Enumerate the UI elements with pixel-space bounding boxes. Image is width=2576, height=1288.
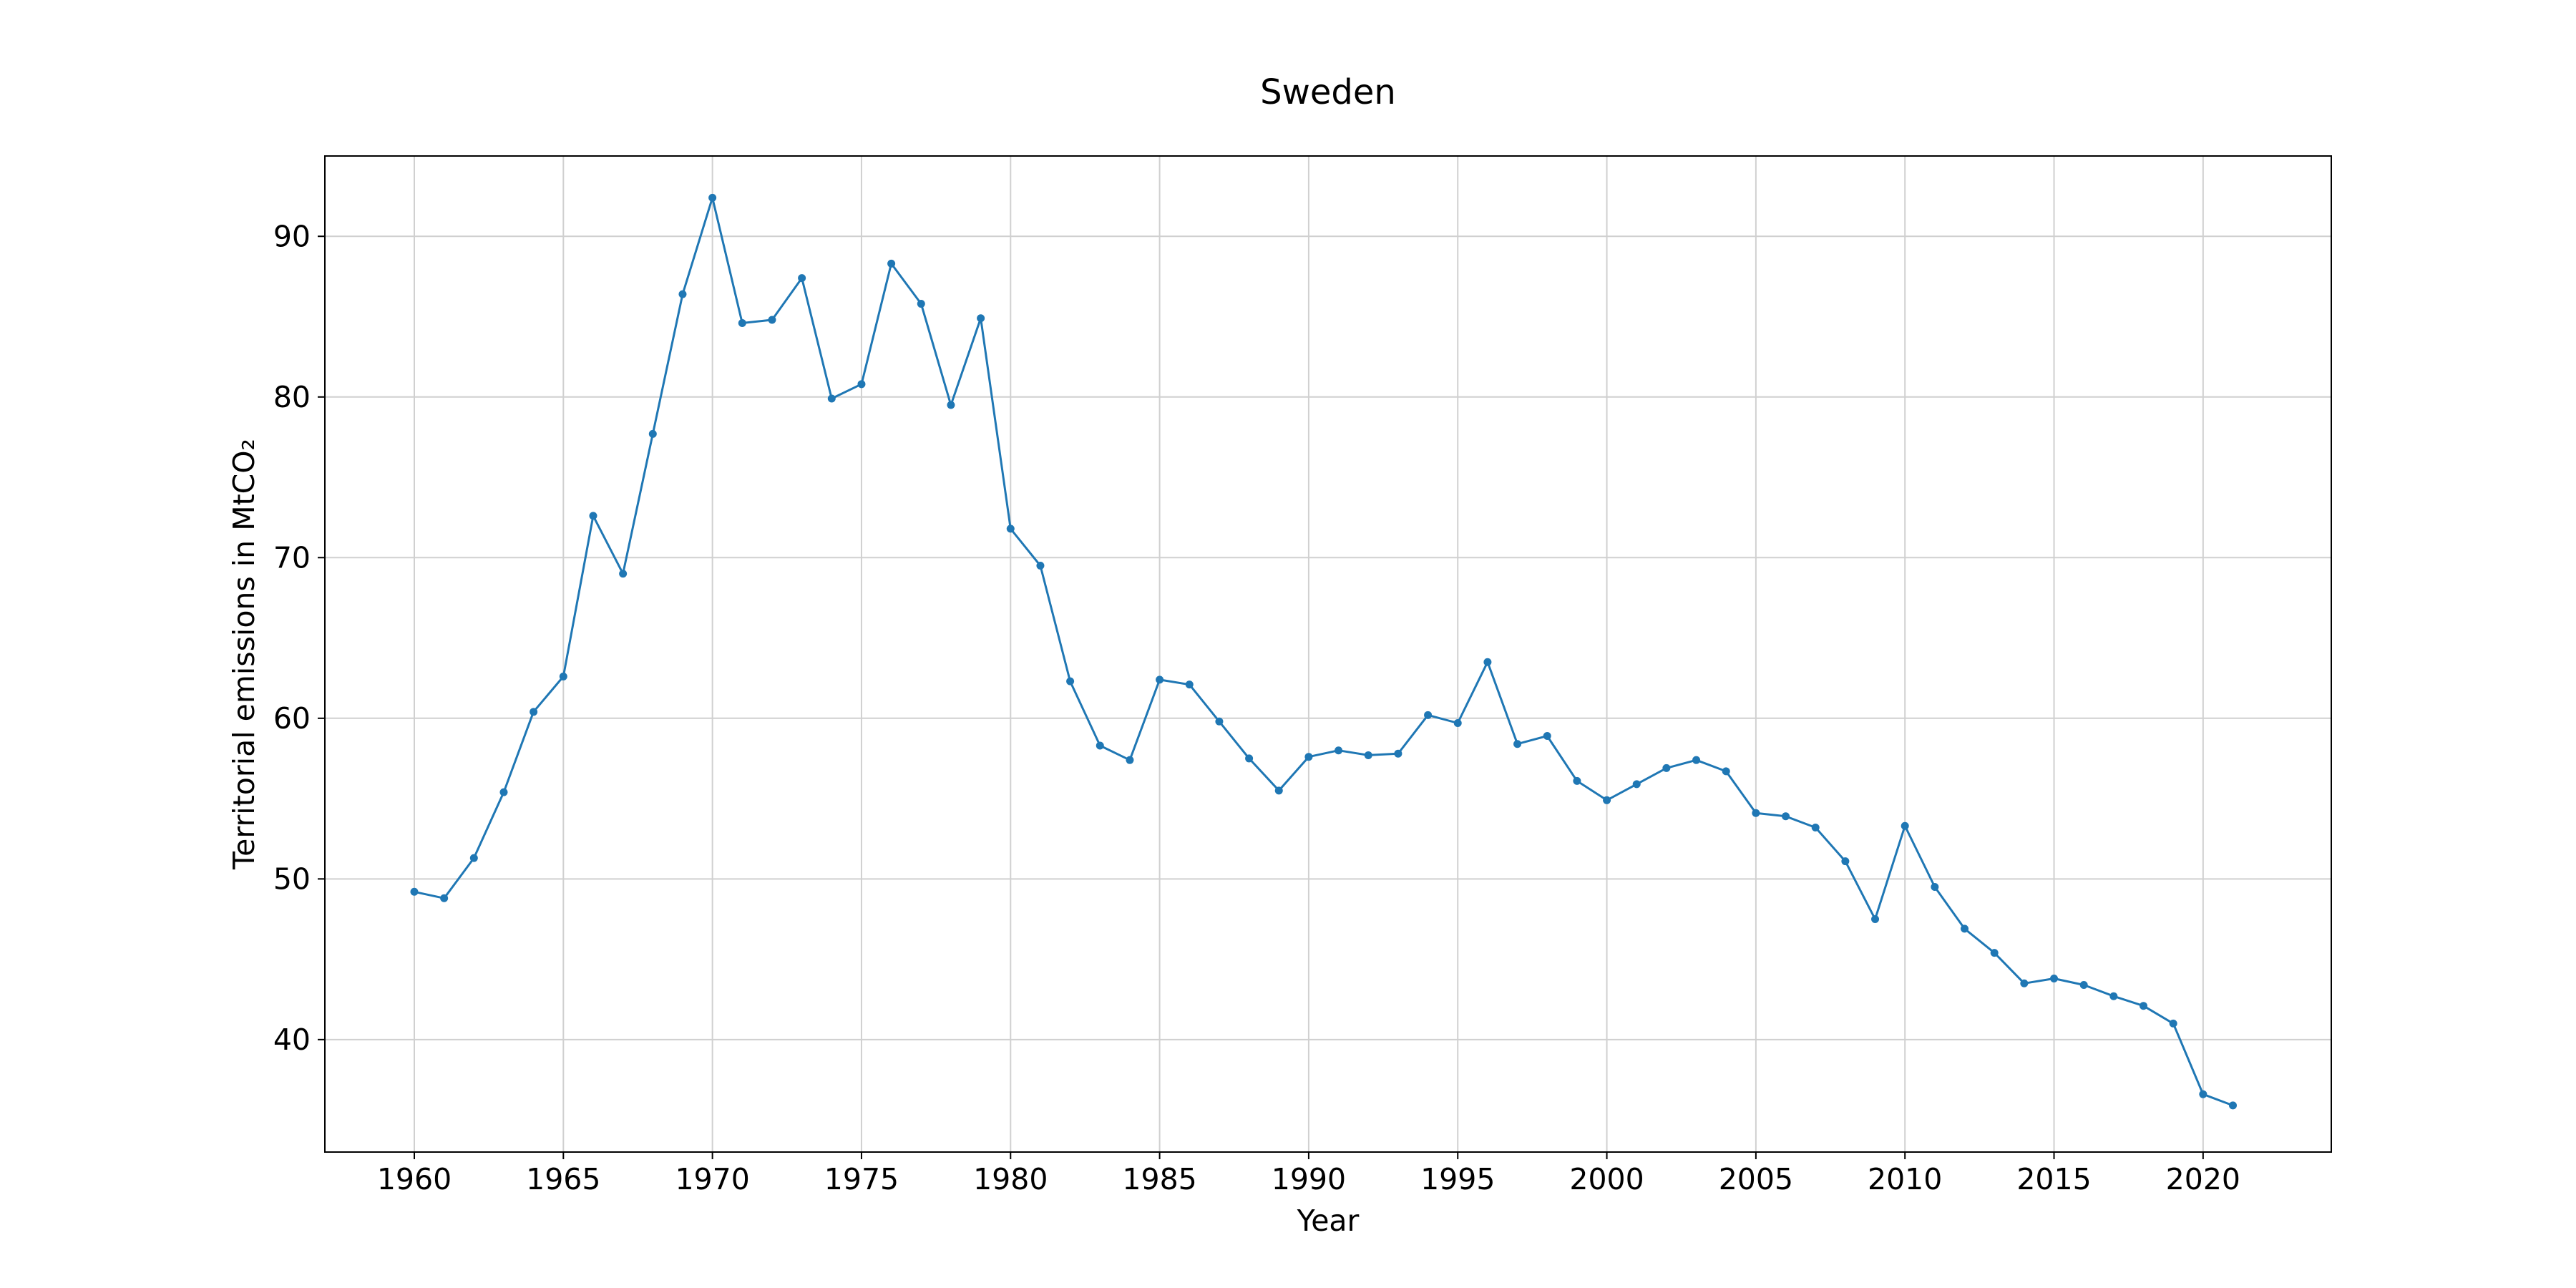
data-point: [1990, 949, 1999, 957]
data-point: [1394, 749, 1402, 758]
data-point: [589, 512, 597, 520]
y-tick-label: 50: [273, 862, 311, 896]
data-point: [559, 672, 567, 680]
data-point: [738, 318, 746, 327]
data-point: [1245, 754, 1254, 763]
x-tick-label: 1985: [1122, 1162, 1196, 1196]
data-point: [530, 708, 538, 716]
data-point: [678, 290, 687, 298]
data-point: [648, 429, 657, 438]
y-tick-label: 70: [273, 540, 311, 575]
data-point: [827, 394, 836, 403]
x-tick-label: 2010: [1868, 1162, 1942, 1196]
data-point: [1901, 821, 1909, 830]
y-axis-label: Territorial emissions in MtCO₂: [227, 439, 261, 870]
data-point: [1752, 809, 1760, 817]
data-point: [1364, 751, 1372, 759]
chart-title: Sweden: [1260, 72, 1396, 112]
data-point: [1096, 741, 1104, 750]
x-tick-label: 1990: [1272, 1162, 1346, 1196]
data-point: [1543, 732, 1551, 741]
x-tick-label: 2000: [1569, 1162, 1644, 1196]
data-point: [2050, 975, 2059, 983]
y-tick-label: 90: [273, 219, 311, 253]
data-point: [2229, 1101, 2238, 1110]
data-point: [1066, 677, 1075, 686]
data-point: [887, 259, 896, 268]
data-point: [2169, 1019, 2177, 1028]
x-tick-label: 1970: [675, 1162, 749, 1196]
data-point: [619, 570, 628, 578]
data-point: [1036, 562, 1045, 570]
data-point: [1722, 767, 1730, 776]
data-point: [1662, 763, 1671, 772]
data-point: [1185, 680, 1194, 689]
data-point: [1274, 786, 1283, 795]
data-point: [947, 401, 955, 409]
data-point: [469, 854, 478, 862]
data-point: [1931, 883, 1939, 892]
data-point: [708, 193, 717, 202]
data-point: [410, 887, 419, 896]
data-point: [1335, 746, 1343, 755]
data-point: [1632, 780, 1641, 789]
data-point: [2079, 981, 2088, 990]
x-axis-label: Year: [1297, 1204, 1360, 1238]
data-point: [917, 300, 925, 308]
data-point: [1841, 857, 1850, 866]
x-tick-label: 1995: [1420, 1162, 1495, 1196]
y-tick-label: 40: [273, 1023, 311, 1057]
data-point: [1692, 756, 1701, 764]
x-tick-label: 1960: [377, 1162, 452, 1196]
axis-ticks: 1960 1965 1970 1975 1980 1985 1990 1995 2000 2005…: [273, 219, 2240, 1196]
data-point: [1603, 796, 1611, 804]
x-tick-label: 1980: [973, 1162, 1048, 1196]
data-point: [1304, 753, 1313, 761]
data-point: [1126, 756, 1134, 764]
data-point: [768, 316, 776, 324]
data-point: [440, 894, 449, 902]
data-point: [1513, 740, 1522, 748]
data-point: [2020, 979, 2029, 987]
x-tick-label: 1975: [824, 1162, 899, 1196]
data-point: [1215, 717, 1224, 726]
data-point: [1483, 658, 1492, 666]
data-point: [1961, 924, 1969, 933]
data-point: [1573, 776, 1581, 785]
data-point: [1156, 675, 1164, 684]
y-tick-label: 80: [273, 380, 311, 414]
grid: [325, 156, 2331, 1152]
data-point: [2140, 1002, 2148, 1010]
plot-frame: [324, 155, 2332, 1153]
data-point: [1782, 812, 1790, 821]
data-point: [1811, 823, 1820, 831]
data-point: [1871, 914, 1880, 923]
data-point: [1424, 711, 1433, 719]
x-tick-label: 2020: [2166, 1162, 2240, 1196]
data-point: [1006, 525, 1015, 533]
x-tick-label: 2015: [2016, 1162, 2091, 1196]
data-point: [499, 788, 508, 796]
data-point: [2109, 992, 2118, 1000]
y-tick-label: 60: [273, 701, 311, 736]
x-tick-label: 2005: [1719, 1162, 1793, 1196]
series: [410, 193, 2238, 1110]
data-point: [1453, 719, 1462, 728]
data-point: [977, 314, 985, 323]
data-point: [857, 380, 866, 389]
series-line: [414, 196, 2234, 1107]
data-point: [2199, 1090, 2207, 1098]
x-tick-label: 1965: [526, 1162, 600, 1196]
data-point: [798, 274, 806, 283]
